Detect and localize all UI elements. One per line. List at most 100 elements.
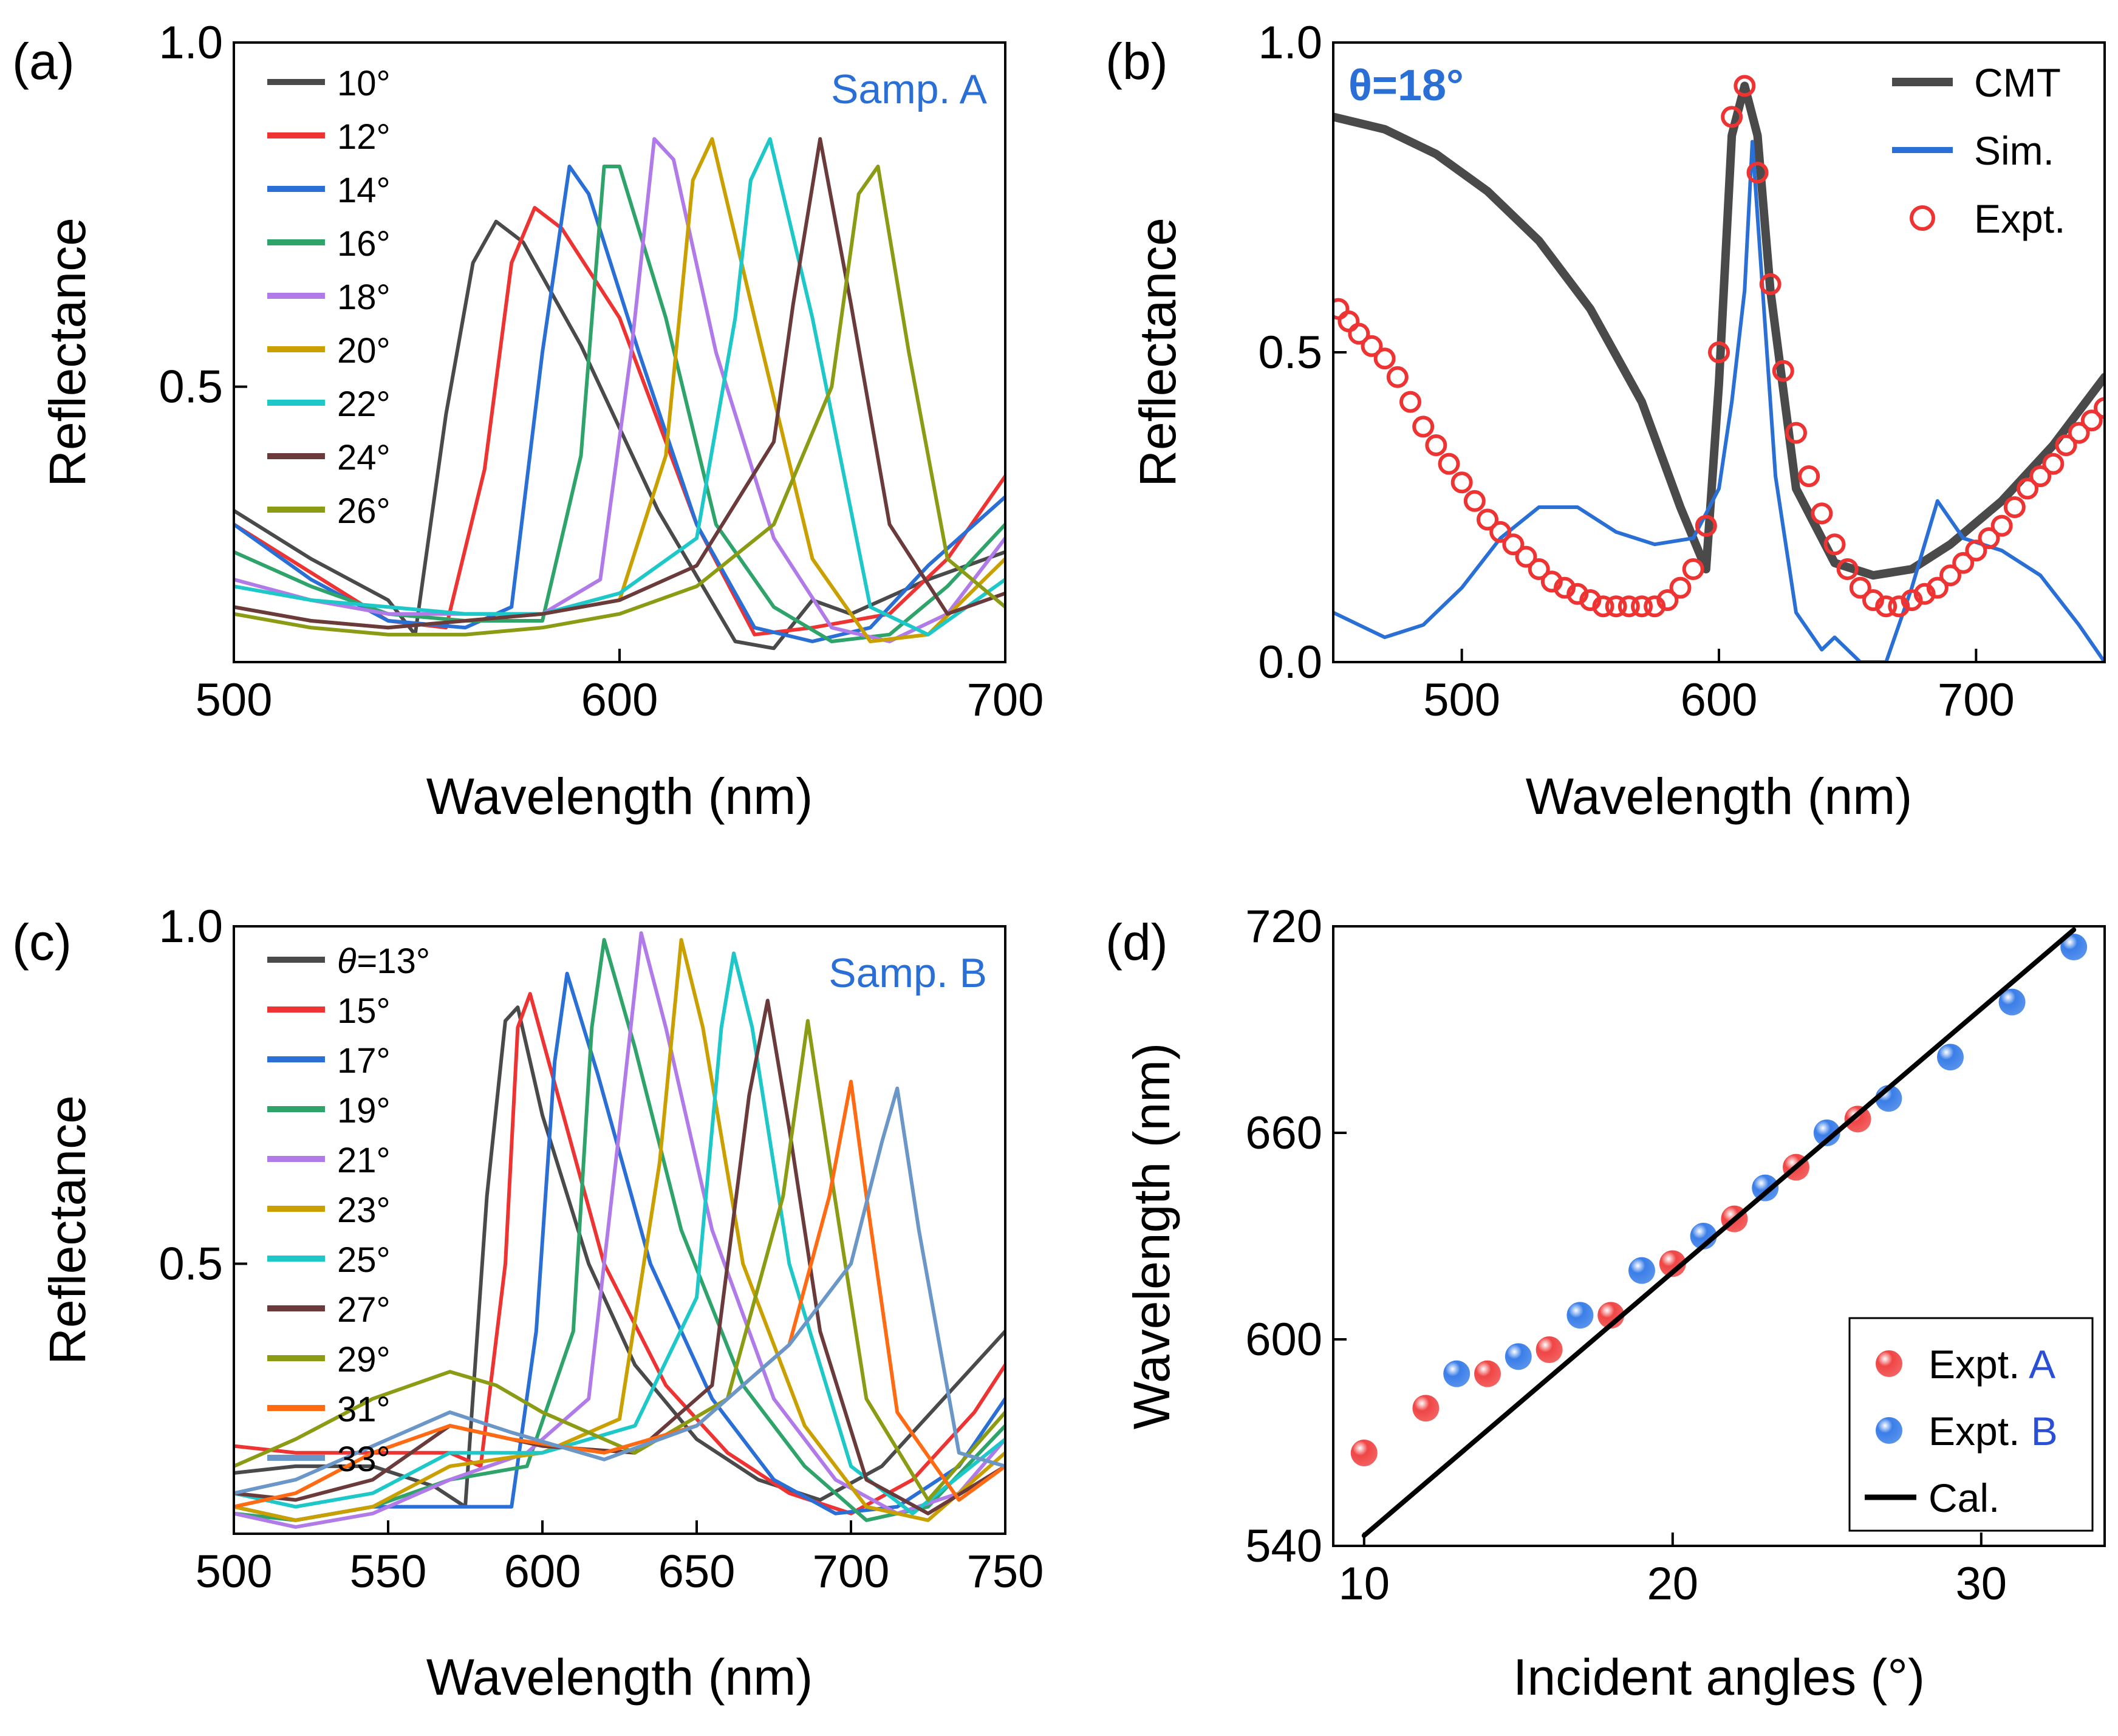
legend: CMT Sim. Expt. [1892,60,2065,241]
data-point [1554,576,1576,599]
x-tick-label: 700 [813,1546,890,1598]
data-point [1489,521,1512,543]
data-point [1579,589,1602,611]
plot-area [1350,927,2088,1538]
data-point [2003,496,2026,518]
data-point [1798,465,1820,487]
x-tick-label: 20 [1647,1558,1699,1610]
x-tick-label: 30 [1956,1558,2007,1610]
data-point [1998,988,2026,1016]
data-point [1669,576,1692,599]
series-line-10 [234,1086,1005,1495]
data-point [1373,347,1396,370]
y-tick-label: 1.0 [159,17,223,69]
data-point [1813,1119,1840,1146]
legend-label: 22° [337,384,391,424]
legend-label: 10° [337,64,391,103]
panel-label: (d) [1105,914,1168,971]
y-axis-label: Reflectance [39,217,96,487]
legend-label: 18° [337,278,391,317]
x-tick-label: 700 [967,674,1044,726]
data-point [1592,595,1614,618]
data-point [1759,273,1782,295]
data-point [1952,552,1975,574]
y-tick-label: 540 [1245,1520,1322,1572]
data-point [1708,341,1730,363]
panel-label: (b) [1105,33,1168,90]
x-tick-label: 500 [196,1546,273,1598]
data-point [1682,558,1704,580]
x-tick-label: 650 [658,1546,736,1598]
x-tick-label: 600 [504,1546,581,1598]
legend-label: 21° [337,1141,391,1180]
data-point [2068,422,2090,444]
series-line-3 [234,938,1005,1522]
series-line-2 [234,971,1005,1522]
panel-d: (d) 10 20 30 540 600 660 720 Incident angles (°)… [1105,901,2106,1706]
data-point [1505,1343,1532,1370]
data-point [1477,508,1498,531]
legend-swatch [1876,1350,1902,1377]
data-point [1659,1250,1686,1277]
plot-area [1333,75,2105,662]
x-tick-label: 750 [967,1546,1044,1598]
panel-label: (a) [12,33,75,90]
data-point [1628,1257,1655,1284]
y-tick-label: 600 [1245,1314,1322,1365]
data-point [1913,583,1936,605]
data-point [2029,465,2052,487]
plot-area [234,931,1005,1529]
series-line-4 [234,137,1005,643]
series-line-5 [234,938,1005,1522]
data-point [1412,415,1435,438]
data-point [1438,453,1460,475]
data-point [1528,558,1550,580]
y-tick-label: 1.0 [159,901,223,952]
data-point [1937,1044,1964,1071]
data-point [1631,595,1653,618]
data-point [1926,576,1949,599]
panel-c: (c) 500 550 600 650 700 750 0.5 1.0 Wavelength (n… [12,901,1044,1706]
legend-label: CMT [1974,60,2061,105]
x-tick-label: 600 [1681,674,1758,726]
legend-label: Expt. B [1928,1409,2058,1454]
x-tick-label: 600 [581,674,658,726]
data-point [1901,589,1923,611]
y-axis-label: Reflectance [39,1095,96,1365]
data-point [1502,533,1525,556]
legend: Expt. A Expt. B Cal. [1848,1317,2094,1532]
panel-label: (c) [12,914,72,971]
legend-label: 23° [337,1191,391,1230]
legend-label: Cal. [1928,1475,2000,1520]
legend: θ=13° 15° 17° 19° 21° 23° 25° 27° 29° 31° 33° [267,941,430,1479]
legend-sample-letter: A [2029,1342,2055,1387]
data-point [2094,397,2105,419]
data-point [1566,583,1589,605]
x-axis-label: Wavelength (nm) [1526,768,1912,825]
y-tick-label: 720 [1245,901,1322,952]
x-axis-label: Wavelength (nm) [426,768,813,825]
x-tick-label: 10 [1339,1558,1390,1610]
legend-label: 25° [337,1240,391,1280]
data-point [1463,490,1486,512]
legend-label: 15° [337,991,391,1031]
series-line-8 [234,165,1005,637]
data-point [1425,434,1447,456]
y-tick-label: 0.0 [1258,637,1322,688]
series-line-1 [1333,140,2105,662]
data-point [1746,162,1769,184]
series-line-2 [1361,927,2077,1538]
data-point [1875,595,1898,618]
data-point [2080,409,2103,432]
data-point [1849,576,1871,599]
legend-label: 20° [337,331,391,371]
data-point [1450,471,1473,494]
data-point [2055,434,2077,456]
plot-area [234,137,1005,651]
x-axis-label: Wavelength (nm) [426,1649,813,1706]
data-point [1348,323,1370,345]
annotation-sample: Samp. B [828,950,987,996]
data-point [1515,545,1537,568]
